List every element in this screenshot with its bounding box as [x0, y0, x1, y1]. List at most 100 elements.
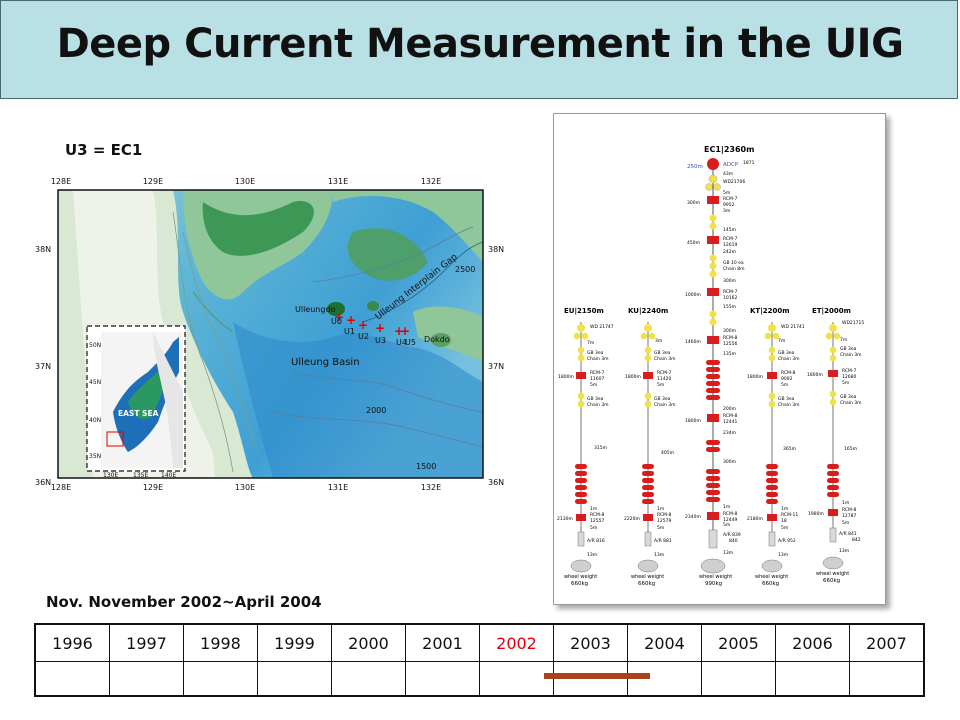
- svg-text:A/R 841: A/R 841: [839, 531, 857, 537]
- svg-text:wheel weight: wheel weight: [755, 574, 788, 580]
- svg-text:13m: 13m: [654, 552, 664, 558]
- lon-tick-top-132: 132E: [421, 177, 441, 186]
- svg-text:RCM-8: RCM-8: [590, 512, 605, 518]
- lat-tick-right-38: 38N: [488, 245, 504, 254]
- svg-text:365m: 365m: [783, 446, 796, 452]
- svg-text:WD 21741: WD 21741: [781, 324, 805, 330]
- svg-text:U5: U5: [405, 338, 416, 347]
- mooring-ku: KU|2240m 3m GB 3ea Chain 3m 1800m RCM-7 …: [624, 307, 676, 587]
- mooring-ec1: EC1|2360m 250m ADCP 1871 43m WD21706 5m …: [685, 145, 755, 587]
- svg-text:RCM-7: RCM-7: [590, 370, 605, 376]
- svg-text:wheel weight: wheel weight: [816, 571, 849, 577]
- svg-text:1m: 1m: [590, 506, 597, 512]
- svg-text:Chain 3m: Chain 3m: [840, 400, 862, 406]
- blank-cell: [775, 661, 850, 697]
- year-cell: 1998: [183, 623, 258, 662]
- svg-text:9952: 9952: [723, 202, 735, 208]
- mooring-et: ET|2000m WD21715 7m GB 3ea Chain 3m 1800…: [807, 307, 864, 584]
- inset-map: EAST SEA 50N 45N 40N 35N 130E 135E 140E: [86, 325, 186, 479]
- svg-text:RCM-7: RCM-7: [657, 370, 672, 376]
- contour-2500: 2500: [455, 265, 475, 274]
- svg-text:2220m: 2220m: [624, 516, 640, 522]
- blank-cell: [331, 661, 406, 697]
- svg-text:RCM-8: RCM-8: [723, 335, 738, 341]
- lat-tick-left-38: 38N: [35, 245, 51, 254]
- svg-text:5m: 5m: [657, 382, 664, 388]
- svg-text:12441: 12441: [723, 419, 737, 425]
- svg-text:RCM-8: RCM-8: [842, 507, 857, 513]
- svg-text:wheel weight: wheel weight: [699, 574, 732, 580]
- blank-cell: [479, 661, 554, 697]
- svg-text:1m: 1m: [657, 506, 664, 512]
- svg-text:300m: 300m: [723, 328, 736, 334]
- title-bar: Deep Current Measurement in the UIG: [0, 0, 958, 99]
- inset-lon-130: 130E: [103, 472, 118, 479]
- svg-text:RCM-8: RCM-8: [723, 413, 738, 419]
- svg-text:11420: 11420: [657, 376, 671, 382]
- svg-text:WD21706: WD21706: [723, 179, 745, 185]
- inset-lat-50: 50N: [89, 342, 101, 349]
- svg-text:242m: 242m: [723, 249, 736, 255]
- svg-text:GB 3ea: GB 3ea: [587, 350, 604, 356]
- inset-lat-35: 35N: [89, 453, 101, 460]
- year-cell: 2004: [627, 623, 702, 662]
- svg-text:12557: 12557: [590, 518, 604, 524]
- svg-text:13m: 13m: [723, 550, 733, 556]
- svg-text:1800m: 1800m: [747, 374, 763, 380]
- svg-text:RCM-8: RCM-8: [723, 511, 738, 517]
- svg-text:990kg: 990kg: [705, 581, 722, 587]
- blank-cell: [701, 661, 776, 697]
- svg-text:18: 18: [781, 518, 787, 524]
- contour-1500: 1500: [416, 462, 436, 471]
- svg-text:KU|2240m: KU|2240m: [628, 307, 668, 316]
- year-cell: 1996: [34, 623, 110, 662]
- svg-text:5m: 5m: [657, 525, 664, 531]
- svg-text:ET|2000m: ET|2000m: [812, 307, 851, 316]
- lat-tick-right-36: 36N: [488, 478, 504, 487]
- svg-text:7m: 7m: [778, 338, 785, 344]
- inset-lat-45: 45N: [89, 379, 101, 386]
- svg-text:Chain 8m: Chain 8m: [723, 266, 745, 272]
- year-cell-highlight: 2002: [479, 623, 554, 662]
- svg-text:U2: U2: [358, 332, 369, 341]
- mooring-diagram: EC1|2360m 250m ADCP 1871 43m WD21706 5m …: [557, 145, 864, 587]
- svg-text:EC1|2360m: EC1|2360m: [704, 145, 754, 154]
- svg-text:165m: 165m: [844, 446, 857, 452]
- svg-text:135m: 135m: [723, 351, 736, 357]
- blank-cell: [109, 661, 184, 697]
- year-cell: 2007: [849, 623, 925, 662]
- svg-text:RCM-8: RCM-8: [781, 370, 796, 376]
- svg-text:660kg: 660kg: [571, 581, 588, 587]
- svg-text:1m: 1m: [781, 506, 788, 512]
- lon-tick-top-131: 131E: [328, 177, 348, 186]
- svg-text:12449: 12449: [723, 517, 737, 523]
- svg-text:WD21715: WD21715: [842, 320, 864, 326]
- svg-text:EU|2150m: EU|2150m: [564, 307, 604, 316]
- svg-text:+: +: [375, 321, 385, 335]
- svg-text:842: 842: [852, 537, 861, 543]
- lon-tick-bottom-131: 131E: [328, 483, 348, 492]
- lon-tick-bottom-128: 128E: [51, 483, 71, 492]
- svg-text:WD 21747: WD 21747: [590, 324, 614, 330]
- svg-text:660kg: 660kg: [638, 581, 655, 587]
- svg-text:GB 3ea: GB 3ea: [778, 396, 795, 402]
- svg-text:Chain 3m: Chain 3m: [654, 402, 676, 408]
- svg-text:A/R 881: A/R 881: [654, 538, 672, 544]
- svg-text:+: +: [394, 324, 404, 338]
- svg-text:300m: 300m: [723, 459, 736, 465]
- period-caption: Nov. November 2002~April 2004: [46, 593, 322, 611]
- svg-text:wheel weight: wheel weight: [631, 574, 664, 580]
- lat-tick-left-36: 36N: [35, 478, 51, 487]
- svg-text:RCM-8: RCM-8: [657, 512, 672, 518]
- svg-text:7m: 7m: [840, 337, 847, 343]
- svg-text:U0: U0: [331, 317, 342, 326]
- svg-text:wheel weight: wheel weight: [564, 574, 597, 580]
- year-cell: 2001: [405, 623, 480, 662]
- station-u3: + U3: [375, 321, 386, 345]
- svg-text:234m: 234m: [723, 430, 736, 436]
- year-cell: 1997: [109, 623, 184, 662]
- year-cell: 2000: [331, 623, 406, 662]
- svg-text:GB 3ea: GB 3ea: [654, 396, 671, 402]
- svg-text:660kg: 660kg: [823, 578, 840, 584]
- svg-text:+: +: [358, 318, 368, 332]
